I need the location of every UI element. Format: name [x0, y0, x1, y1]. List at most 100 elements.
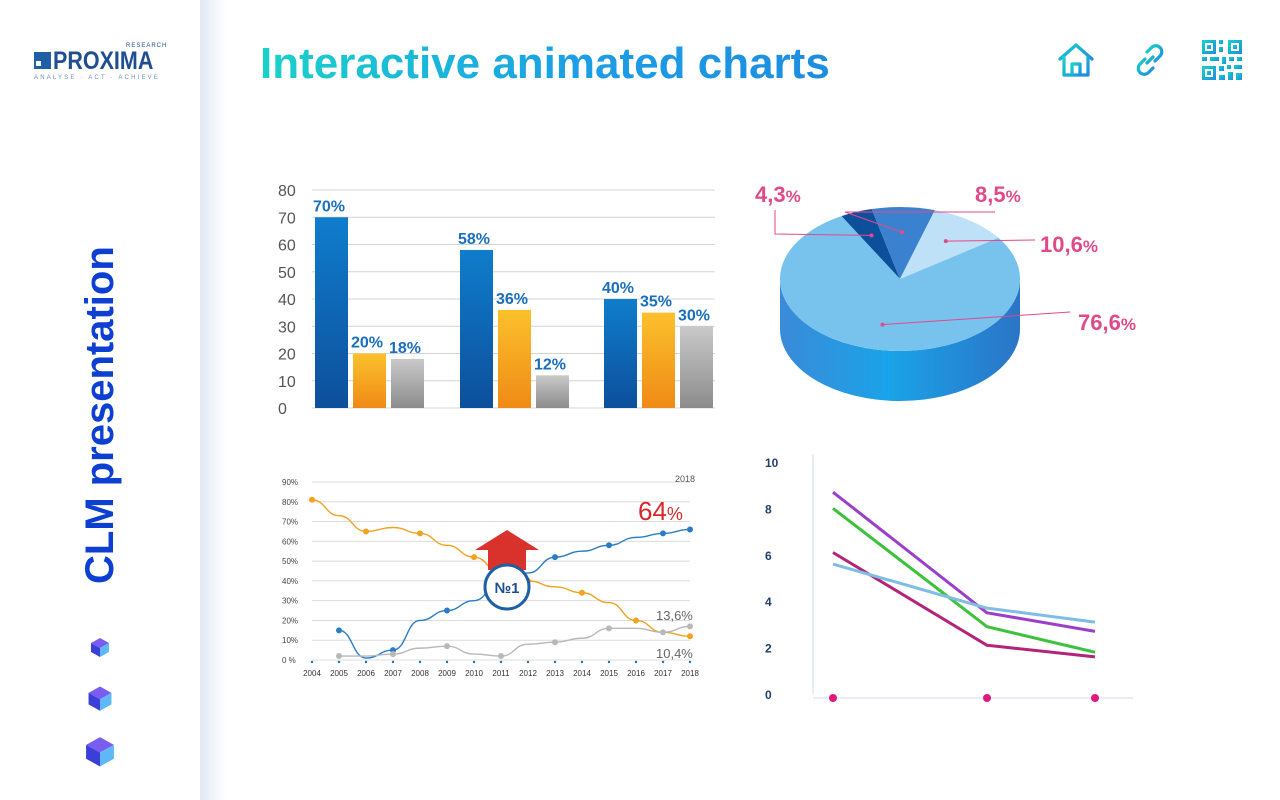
- line1-x-tick: 2016: [627, 669, 645, 678]
- pie-leader-dot: [900, 230, 905, 235]
- line1-x-dot: [553, 660, 557, 664]
- line1-x-tick: 2008: [411, 669, 429, 678]
- bar-value-label: 12%: [534, 356, 566, 373]
- line2-y-tick: 2: [765, 642, 772, 656]
- line1-point[interactable]: [336, 653, 342, 660]
- line1-point[interactable]: [444, 607, 450, 614]
- line1-y-tick: 0 %: [282, 656, 296, 665]
- large-cube-icon[interactable]: [83, 734, 117, 768]
- bar[interactable]: [353, 353, 386, 409]
- line1-point[interactable]: [579, 589, 585, 596]
- logo-research: RESEARCH: [126, 43, 168, 49]
- line1-point[interactable]: [552, 554, 558, 561]
- pie-slice-label: 4,3%: [755, 182, 801, 207]
- line1-x-dot: [472, 660, 476, 664]
- line1-y-tick: 10%: [282, 636, 298, 645]
- line1-series[interactable]: [339, 625, 691, 657]
- line1-point[interactable]: [471, 554, 477, 561]
- link-icon[interactable]: [1128, 38, 1172, 82]
- line1-y-tick: 80%: [282, 498, 298, 507]
- line2-y-tick: 8: [765, 502, 772, 516]
- line2-series[interactable]: [832, 551, 1096, 659]
- pie-leader-line: [774, 210, 872, 236]
- bar-value-label: 70%: [313, 198, 345, 215]
- qr-code-icon[interactable]: [1200, 38, 1244, 82]
- sidebar-vertical-title: CLM presentation: [78, 246, 122, 584]
- line2-series[interactable]: [832, 490, 1096, 633]
- page-title: Interactive animated charts: [260, 39, 830, 88]
- line1-point[interactable]: [336, 627, 342, 634]
- line1-point[interactable]: [660, 530, 666, 537]
- line1-x-dot: [499, 660, 503, 664]
- logo-name: PROXIMA: [53, 47, 154, 75]
- pie-slice[interactable]: [841, 209, 900, 279]
- bar[interactable]: [315, 217, 348, 408]
- line1-point[interactable]: [498, 653, 504, 660]
- bar[interactable]: [536, 375, 569, 408]
- bar[interactable]: [460, 249, 493, 408]
- pie-slice[interactable]: [871, 207, 935, 279]
- bar[interactable]: [680, 326, 713, 408]
- line1-point[interactable]: [309, 496, 315, 503]
- line1-x-dot: [634, 660, 638, 664]
- line1-x-dot: [310, 660, 314, 664]
- line1-point[interactable]: [660, 629, 666, 636]
- line1-y-tick: 40%: [282, 577, 298, 586]
- bar[interactable]: [642, 312, 675, 408]
- bar[interactable]: [498, 309, 531, 408]
- pie-leader-line: [945, 239, 1036, 242]
- pie-slice-label: 76,6%: [1078, 310, 1136, 335]
- pie-slice-label: 10,6%: [1040, 232, 1098, 257]
- line1-point[interactable]: [417, 530, 423, 537]
- line1-x-tick: 2014: [573, 669, 591, 678]
- bar-y-tick: 10: [278, 374, 296, 391]
- line1-x-tick: 2018: [681, 669, 699, 678]
- bar[interactable]: [391, 358, 424, 408]
- line1-y-tick: 20%: [282, 616, 298, 625]
- bar[interactable]: [604, 299, 637, 408]
- bar-y-tick: 20: [278, 347, 296, 364]
- line2-x-marker[interactable]: [983, 694, 991, 702]
- line1-point[interactable]: [552, 639, 558, 646]
- line1-point[interactable]: [687, 633, 693, 640]
- line1-point[interactable]: [633, 617, 639, 624]
- home-icon[interactable]: [1054, 38, 1098, 82]
- line1-point[interactable]: [363, 528, 369, 535]
- pie-slice[interactable]: [900, 210, 999, 279]
- line2-series[interactable]: [832, 507, 1096, 654]
- bar-value-label: 30%: [678, 307, 710, 324]
- line1-x-dot: [580, 660, 584, 664]
- line2-y-tick: 4: [765, 595, 772, 609]
- line1-x-dot: [418, 660, 422, 664]
- end-label-orange: 10,4%: [656, 646, 693, 661]
- line2-x-marker[interactable]: [829, 694, 837, 702]
- headline-percent: 64%: [638, 496, 683, 526]
- badge-label: №1: [494, 580, 519, 597]
- line1-point[interactable]: [606, 542, 612, 549]
- line1-x-dot: [661, 660, 665, 664]
- line2-y-tick: 10: [765, 456, 779, 470]
- line1-point[interactable]: [444, 643, 450, 650]
- line2-x-marker[interactable]: [1091, 694, 1099, 702]
- bar-value-label: 20%: [351, 335, 383, 352]
- sidebar: PROXIMA RESEARCH ANALYSE · ACT · ACHIEVE…: [0, 0, 200, 800]
- line1-point[interactable]: [687, 526, 693, 533]
- line1-point[interactable]: [390, 651, 396, 658]
- pie-leader-dot: [943, 239, 948, 244]
- bar-value-label: 58%: [458, 231, 490, 248]
- line1-x-tick: 2006: [357, 669, 375, 678]
- proxima-logo[interactable]: PROXIMA RESEARCH ANALYSE · ACT · ACHIEVE: [34, 43, 174, 86]
- line-chart-years: 90% 80% 70% 60% 50% 40% 30% 20% 10% 0 % 2018 2004 20…: [282, 474, 699, 678]
- line1-x-dot: [337, 660, 341, 664]
- line1-point[interactable]: [687, 623, 693, 630]
- bar-y-tick: 50: [278, 265, 296, 282]
- medium-cube-icon[interactable]: [86, 684, 114, 712]
- line1-x-tick: 2004: [303, 669, 321, 678]
- line1-y-tick: 60%: [282, 537, 298, 546]
- small-cube-icon[interactable]: [89, 636, 111, 658]
- line2-series[interactable]: [832, 562, 1096, 624]
- pie-slice[interactable]: [780, 216, 1020, 351]
- line1-point[interactable]: [606, 625, 612, 632]
- pie-leader-line: [844, 211, 995, 233]
- line-chart-simple: 10 8 6 4 2 0: [765, 454, 1133, 702]
